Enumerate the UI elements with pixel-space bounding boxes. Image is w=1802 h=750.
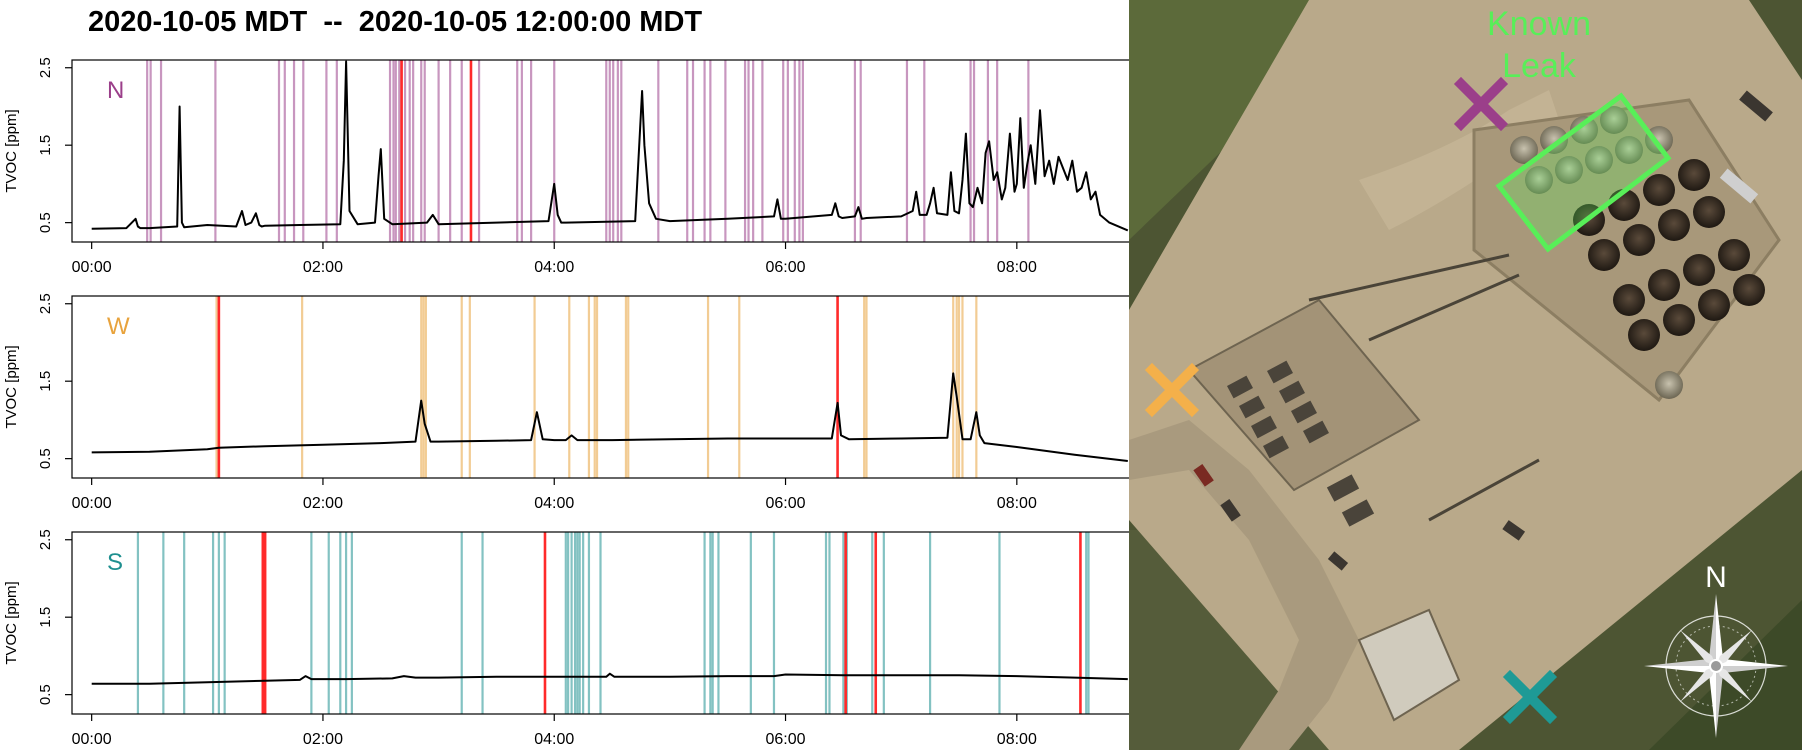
compass-north-label: N <box>1705 561 1727 594</box>
y-tick-label: 2.5 <box>37 293 54 314</box>
x-tick-label: 08:00 <box>997 731 1037 748</box>
leak-label-line2: Leak <box>1502 47 1577 85</box>
leak-area-box <box>1495 92 1672 253</box>
y-axis-label: TVOC [ppm] <box>3 109 20 192</box>
north-sensor-marker-icon <box>1453 76 1509 132</box>
x-tick-label: 02:00 <box>303 259 343 276</box>
x-tick-label: 00:00 <box>72 731 112 748</box>
plot-frame <box>71 295 1129 479</box>
x-tick-label: 04:00 <box>534 495 574 512</box>
chart-panel-s: S TVOC [ppm] 0.5 1.5 2.5 00:00 02:00 04:00 06:00… <box>3 529 1129 748</box>
plot-frame <box>71 59 1129 243</box>
leak-label-line1: Known <box>1487 5 1591 43</box>
tvoc-series-line <box>91 672 1128 685</box>
tvoc-charts: N TVOC [ppm] 0.5 1.5 2.5 00:00 02:00 04:00 06:00… <box>3 57 1129 748</box>
west-sensor-marker-icon <box>1144 362 1200 418</box>
plot-frame <box>71 531 1129 715</box>
compass-rose-icon <box>1644 594 1788 738</box>
tvoc-series-line <box>91 60 1129 232</box>
access-road <box>1129 420 1359 750</box>
panel-label: W <box>107 313 130 340</box>
compressor-area <box>1187 298 1421 492</box>
y-axis-label: TVOC [ppm] <box>3 581 20 664</box>
y-tick-label: 2.5 <box>37 529 54 550</box>
x-tick-label: 00:00 <box>72 259 112 276</box>
vehicles <box>1193 90 1773 571</box>
x-tick-label: 02:00 <box>303 731 343 748</box>
x-tick-label: 04:00 <box>534 731 574 748</box>
storage-tanks <box>1510 106 1765 399</box>
south-sensor-marker-icon <box>1502 669 1558 725</box>
pipe-rack <box>1308 253 1540 522</box>
x-tick-label: 06:00 <box>766 259 806 276</box>
y-tick-label: 2.5 <box>37 57 54 78</box>
x-tick-label: 02:00 <box>303 495 343 512</box>
y-axis-label: TVOC [ppm] <box>3 345 20 428</box>
y-tick-label: 0.5 <box>37 448 54 469</box>
x-tick-label: 08:00 <box>997 259 1037 276</box>
panel-label: N <box>107 77 124 104</box>
y-tick-label: 1.5 <box>37 135 54 156</box>
compressor-units <box>1227 360 1375 527</box>
x-tick-label: 06:00 <box>766 495 806 512</box>
y-tick-label: 0.5 <box>37 212 54 233</box>
separator-area <box>1357 608 1461 722</box>
x-tick-label: 00:00 <box>72 495 112 512</box>
panel-label: S <box>107 549 123 576</box>
page-title: 2020-10-05 MDT -- 2020-10-05 12:00:00 MD… <box>88 6 703 38</box>
chart-panel-n: N TVOC [ppm] 0.5 1.5 2.5 00:00 02:00 04:00 06:00… <box>3 57 1129 276</box>
aerial-map: Known Leak N <box>1129 0 1802 750</box>
y-tick-label: 0.5 <box>37 684 54 705</box>
x-tick-label: 06:00 <box>766 731 806 748</box>
x-tick-label: 04:00 <box>534 259 574 276</box>
y-tick-label: 1.5 <box>37 371 54 392</box>
y-tick-label: 1.5 <box>37 607 54 628</box>
chart-panel-w: W TVOC [ppm] 0.5 1.5 2.5 00:00 02:00 04:00 06:00… <box>3 293 1129 512</box>
x-tick-label: 08:00 <box>997 495 1037 512</box>
tvoc-series-line <box>91 372 1128 462</box>
